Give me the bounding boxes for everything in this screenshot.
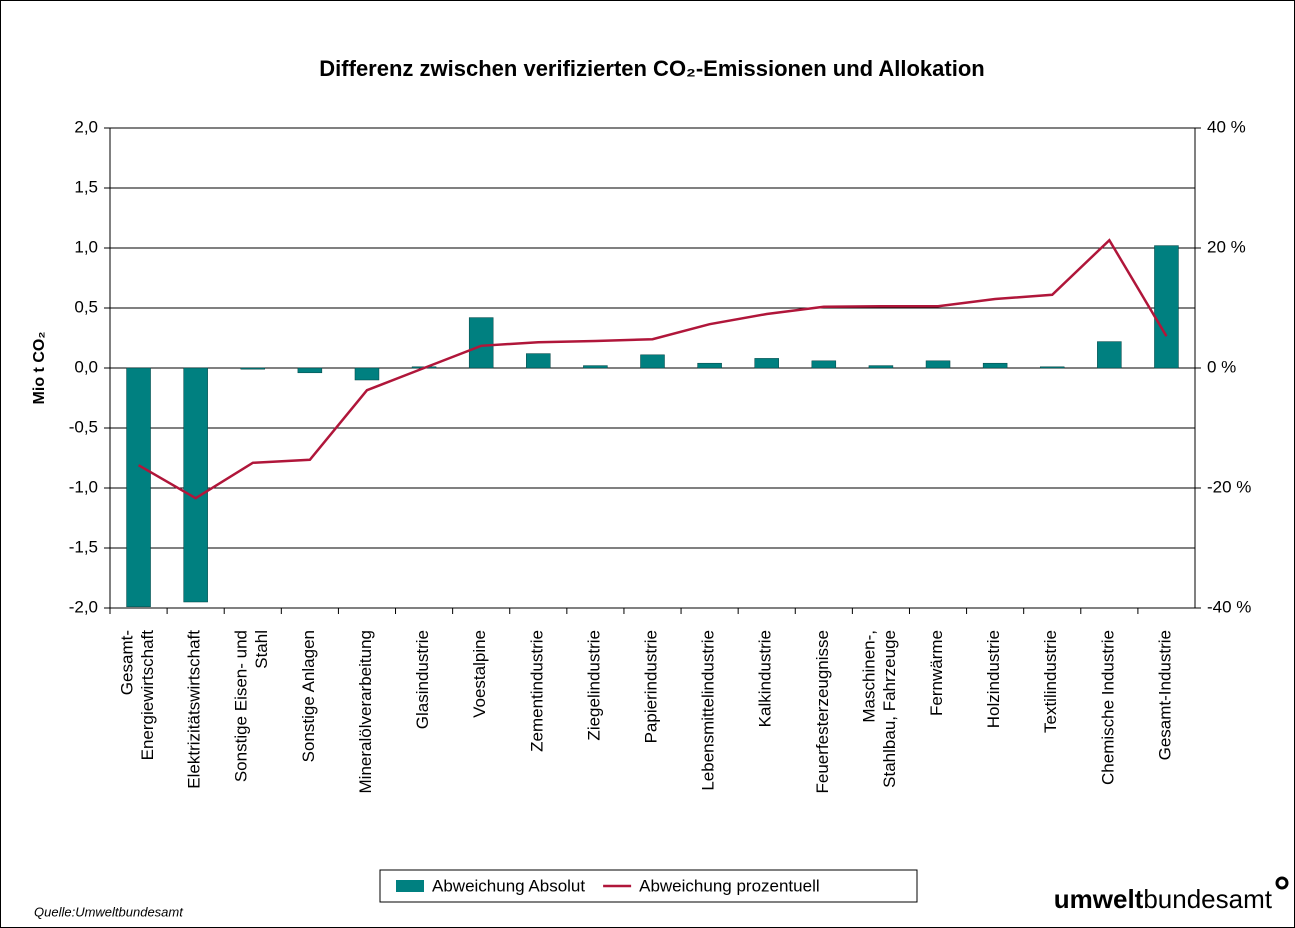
x-tick-line: Glasindustrie	[414, 630, 433, 729]
x-tick-line: Lebensmittelindustrie	[699, 630, 718, 791]
x-tick-label: Elektrizitätswirtschaft	[185, 630, 204, 789]
bar	[811, 360, 837, 369]
bar	[183, 367, 208, 603]
bar	[868, 365, 894, 369]
y-tick-label: 1,0	[74, 237, 98, 256]
y-tick-label: 1,5	[74, 177, 98, 196]
bar	[297, 367, 323, 374]
x-tick-line: Fernwärme	[928, 630, 947, 716]
y-tick-label: 0,0	[74, 357, 98, 376]
source: Quelle:Umweltbundesamt	[34, 904, 184, 919]
x-tick-line: Gesamt-	[118, 630, 137, 695]
bar	[925, 360, 951, 369]
logo-mark	[1275, 876, 1289, 890]
bar	[1097, 341, 1122, 369]
x-tick-label: Textilindustrie	[1042, 630, 1061, 733]
x-tick-line: Elektrizitätswirtschaft	[185, 630, 204, 789]
bar	[697, 362, 722, 369]
x-tick-label: Kalkindustrie	[756, 630, 775, 727]
x-tick-label: Feuerfesterzeugnisse	[813, 630, 832, 793]
y-tick-label: -2,0	[69, 597, 98, 616]
legend-label: Abweichung prozentuell	[639, 876, 820, 895]
x-tick-line: Chemische Industrie	[1099, 630, 1118, 785]
bar	[1039, 366, 1065, 369]
bar	[126, 367, 151, 608]
x-tick-line: Gesamt-Industrie	[1156, 630, 1175, 760]
x-tick-line: Ziegelindustrie	[585, 630, 604, 741]
bar	[468, 317, 494, 369]
x-tick-label: Ziegelindustrie	[585, 630, 604, 741]
bar	[982, 362, 1008, 369]
line	[137, 238, 1168, 500]
y-axis-label: Mio t CO₂	[31, 332, 48, 405]
x-tick-line: Zementindustrie	[528, 630, 547, 752]
y2-tick-label: -40 %	[1207, 597, 1251, 616]
x-tick-line: Maschinen-,	[860, 630, 879, 723]
bar	[354, 367, 380, 381]
x-tick-label: Maschinen-,Stahlbau, Fahrzeuge	[860, 630, 899, 788]
bar	[240, 367, 266, 370]
chart-title: Differenz zwischen verifizierten CO₂-Emi…	[319, 56, 984, 81]
x-tick-label: Glasindustrie	[414, 630, 433, 729]
x-tick-label: Holzindustrie	[985, 630, 1004, 728]
bar	[1154, 245, 1179, 369]
y2-tick-label: 40 %	[1207, 117, 1246, 136]
bar	[640, 354, 665, 369]
bar	[754, 358, 779, 369]
x-tick-label: Papierindustrie	[642, 630, 661, 743]
bar	[526, 353, 551, 369]
y-tick-label: 2,0	[74, 117, 98, 136]
x-tick-line: Sonstige Anlagen	[299, 630, 318, 762]
x-tick-label: Gesamt-Industrie	[1156, 630, 1175, 760]
x-tick-label: Fernwärme	[928, 630, 947, 716]
x-tick-label: Sonstige Anlagen	[299, 630, 318, 762]
logo: umweltbundesamt	[1054, 884, 1273, 914]
logo-bold: umwelt	[1054, 884, 1144, 914]
x-tick-label: Chemische Industrie	[1099, 630, 1118, 785]
legend	[379, 869, 918, 903]
legend-swatch	[396, 880, 424, 892]
x-tick-line: Voestalpine	[471, 630, 490, 718]
y-tick-label: -1,5	[69, 537, 98, 556]
y-tick-label: -1,0	[69, 477, 98, 496]
bar	[583, 365, 608, 369]
x-tick-label: Mineralölverarbeitung	[356, 630, 375, 793]
x-tick-label: Gesamt-Energiewirtschaft	[118, 630, 157, 761]
y2-tick-label: 20 %	[1207, 237, 1246, 256]
x-tick-line: Papierindustrie	[642, 630, 661, 743]
x-tick-label: Sonstige Eisen- undStahl	[232, 630, 271, 782]
x-tick-line: Sonstige Eisen- und	[232, 630, 251, 782]
x-tick-label: Zementindustrie	[528, 630, 547, 752]
x-tick-line: Holzindustrie	[985, 630, 1004, 728]
x-tick-line: Stahl	[252, 630, 271, 669]
x-tick-line: Kalkindustrie	[756, 630, 775, 727]
x-tick-line: Feuerfesterzeugnisse	[813, 630, 832, 793]
logo-regular: bundesamt	[1143, 884, 1272, 914]
x-tick-line: Energiewirtschaft	[138, 630, 157, 761]
x-tick-line: Mineralölverarbeitung	[356, 630, 375, 793]
y-tick-label: -0,5	[69, 417, 98, 436]
x-tick-label: Voestalpine	[471, 630, 490, 718]
y-tick-label: 0,5	[74, 297, 98, 316]
legend-label: Abweichung Absolut	[432, 876, 585, 895]
x-tick-line: Textilindustrie	[1042, 630, 1061, 733]
y2-tick-label: 0 %	[1207, 357, 1236, 376]
x-tick-line: Stahlbau, Fahrzeuge	[881, 630, 900, 788]
y2-tick-label: -20 %	[1207, 477, 1251, 496]
x-tick-label: Lebensmittelindustrie	[699, 630, 718, 791]
plot-border	[109, 127, 1196, 609]
